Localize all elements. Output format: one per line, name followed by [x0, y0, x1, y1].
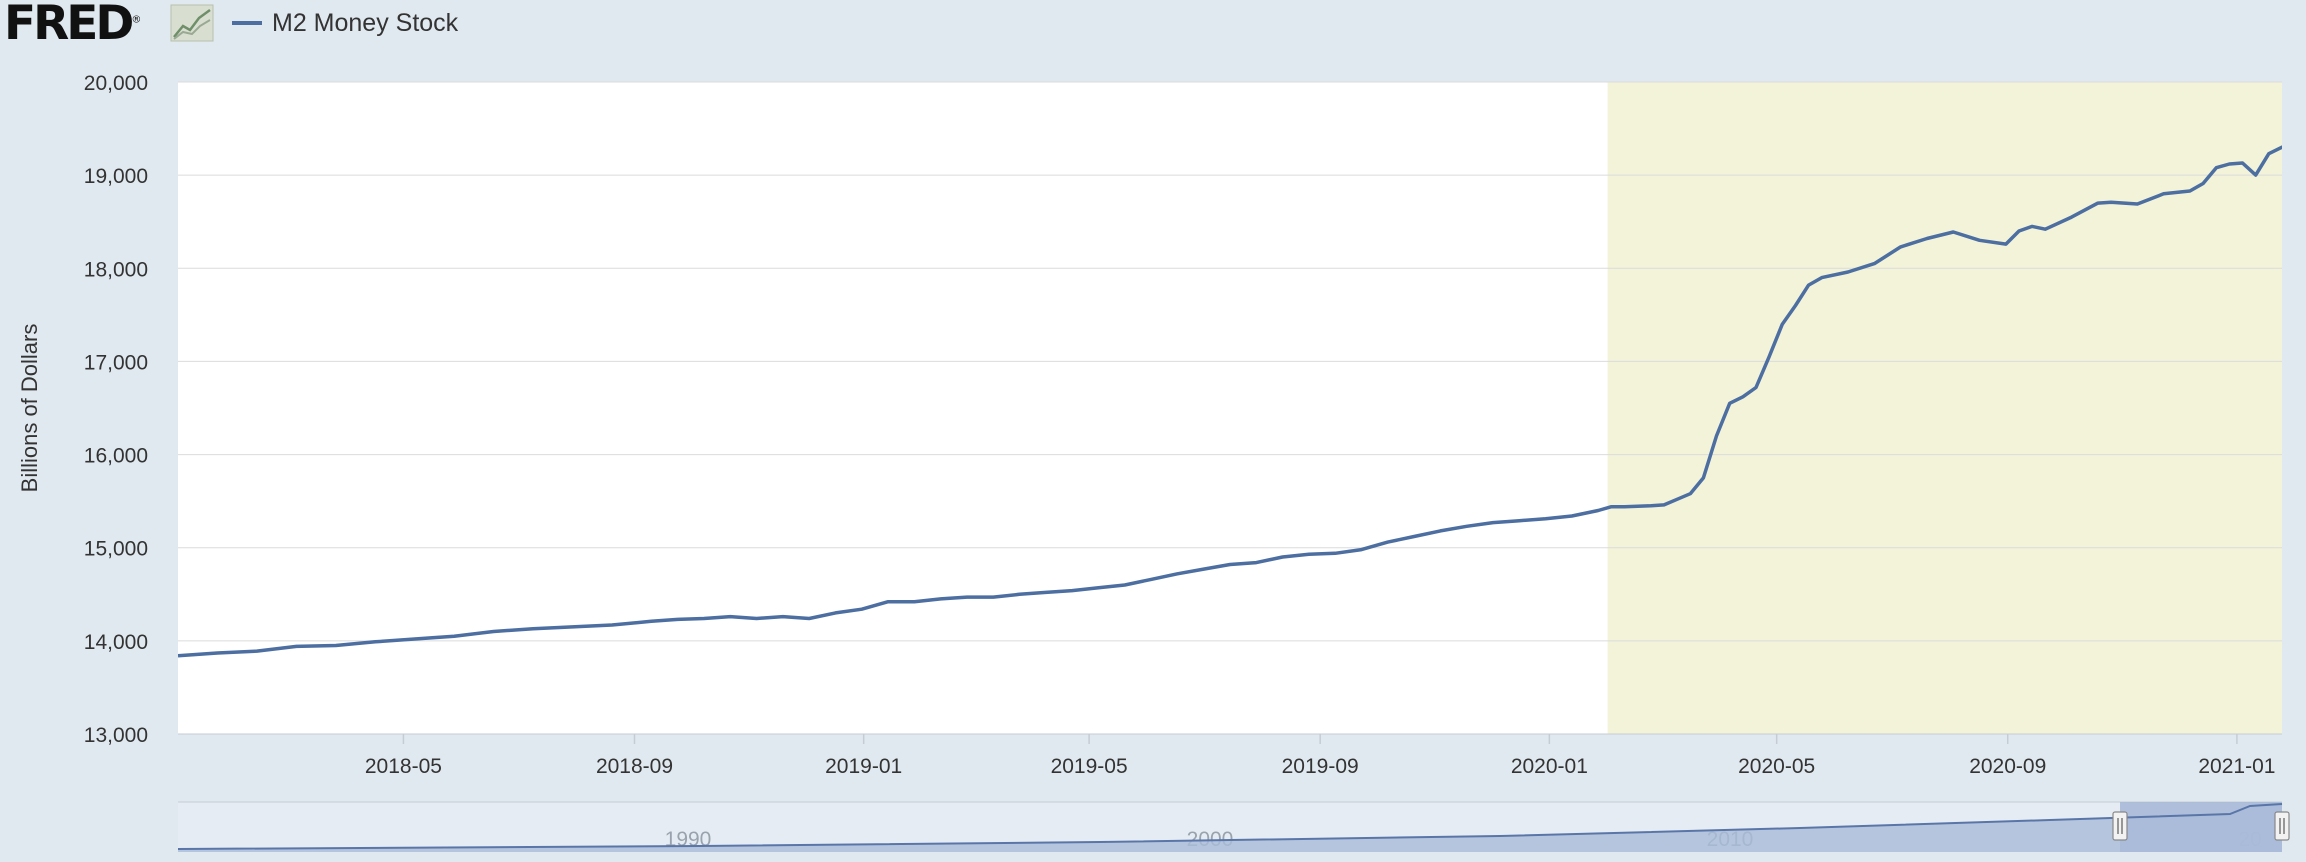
y-tick-label: 17,000	[84, 351, 148, 374]
recession-shading	[1607, 82, 2282, 734]
x-tick-label: 2018-09	[596, 755, 673, 778]
navigator-area	[178, 804, 2282, 852]
x-tick-label: 2020-01	[1511, 755, 1588, 778]
y-tick-label: 19,000	[84, 165, 148, 188]
registered-mark: ®	[131, 14, 142, 26]
y-tick-label: 18,000	[84, 258, 148, 281]
navigator-line	[177, 803, 2283, 850]
line-graph-icon[interactable]	[170, 4, 214, 42]
legend[interactable]: M2 Money Stock	[232, 8, 458, 38]
fred-logo[interactable]: FRED®	[4, 0, 141, 51]
y-tick-label: 15,000	[84, 538, 148, 561]
y-tick-label: 20,000	[84, 72, 148, 95]
x-tick-label: 2021-01	[2198, 755, 2275, 778]
handle-body	[2274, 811, 2290, 841]
x-tick-label: 2020-09	[1969, 755, 2046, 778]
grip-handle-icon[interactable]	[2274, 811, 2290, 841]
fred-logo-text: FRED	[4, 0, 134, 51]
grip-handle-icon[interactable]	[2112, 811, 2128, 841]
x-tick-label: 2018-05	[365, 755, 442, 778]
legend-swatch	[232, 21, 262, 25]
series-line	[178, 145, 2282, 658]
y-tick-label: 13,000	[84, 724, 148, 747]
x-tick-label: 2019-01	[825, 755, 902, 778]
x-tick-label: 2019-09	[1282, 755, 1359, 778]
handle-body	[2112, 811, 2128, 841]
y-tick-label: 14,000	[84, 631, 148, 654]
y-tick-label: 16,000	[84, 445, 148, 468]
x-tick-label: 2020-05	[1738, 755, 1815, 778]
y-axis-label: Billions of Dollars	[17, 324, 42, 493]
legend-label: M2 Money Stock	[272, 8, 459, 37]
x-tick-label: 2019-05	[1051, 755, 1128, 778]
chart-header: FRED® M2 Money Stock	[0, 0, 2306, 51]
